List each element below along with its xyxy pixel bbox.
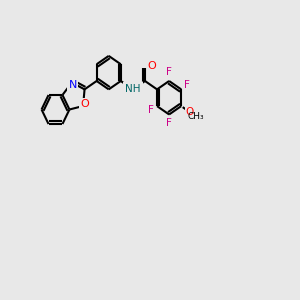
Text: F: F bbox=[166, 68, 172, 77]
Text: O: O bbox=[80, 99, 89, 109]
Text: F: F bbox=[166, 118, 172, 128]
Text: NH: NH bbox=[125, 84, 141, 94]
Text: F: F bbox=[148, 105, 154, 116]
Text: N: N bbox=[69, 80, 77, 90]
Text: O: O bbox=[147, 61, 156, 71]
Text: CH₃: CH₃ bbox=[188, 112, 205, 121]
Text: F: F bbox=[184, 80, 190, 90]
Text: O: O bbox=[186, 107, 194, 117]
